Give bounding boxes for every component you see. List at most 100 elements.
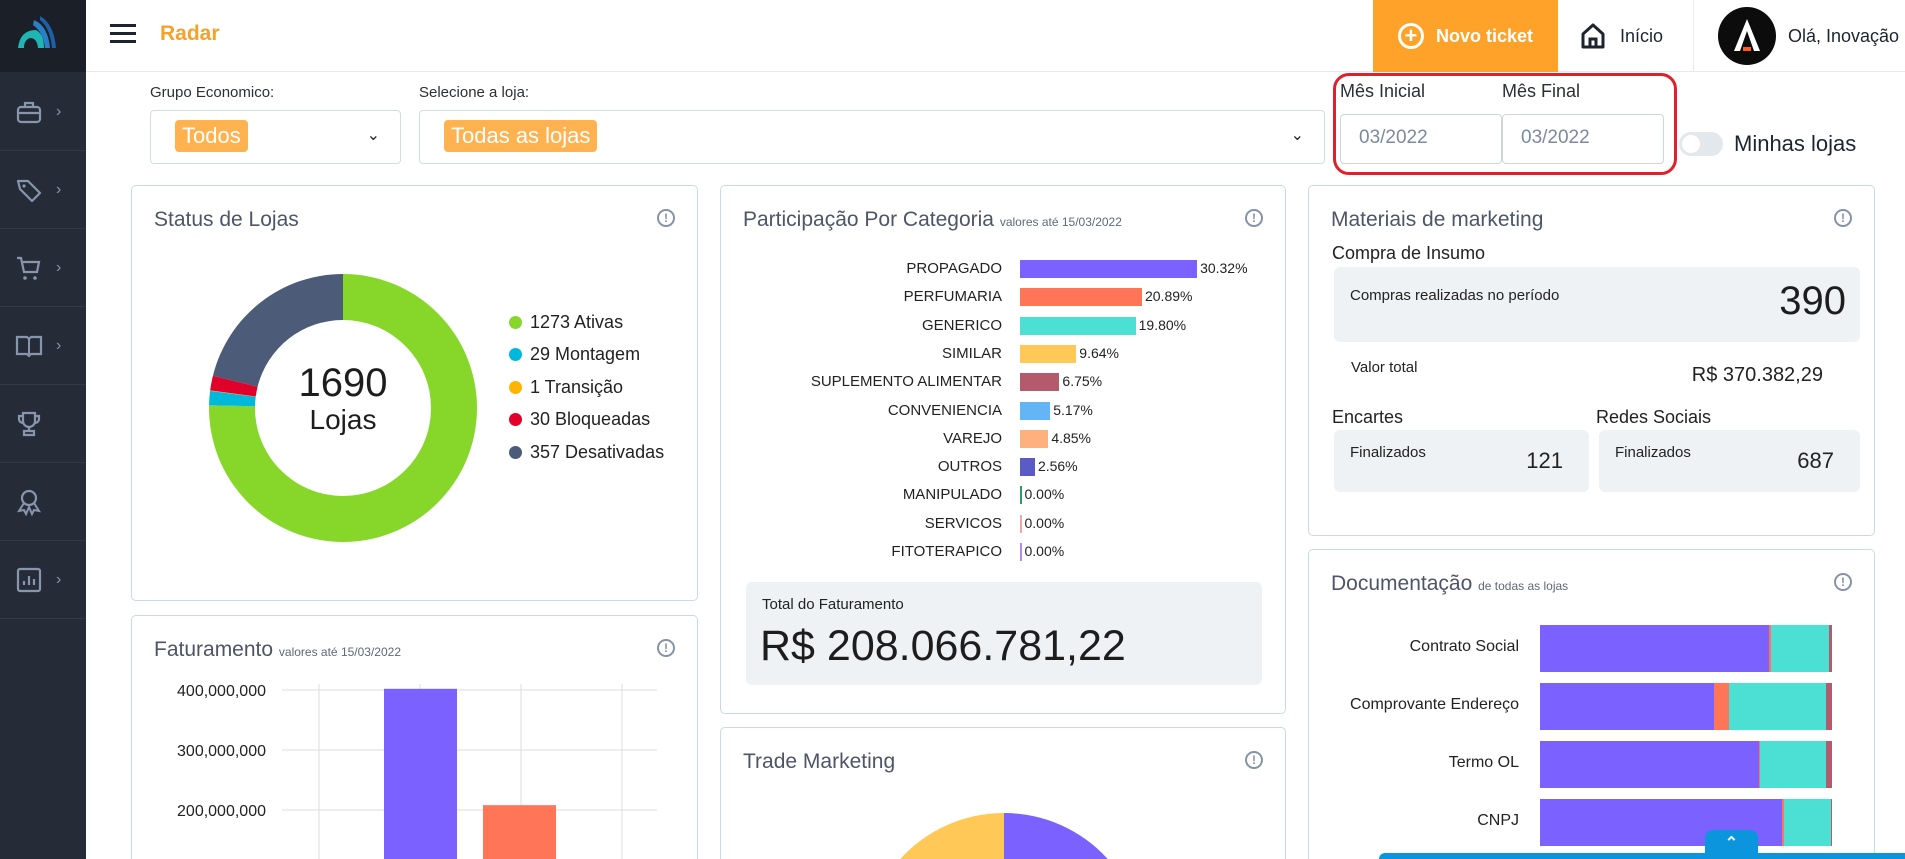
category-row: SUPLEMENTO ALIMENTAR 6.75%: [721, 371, 1285, 393]
info-icon[interactable]: !: [1245, 209, 1263, 227]
category-row: SERVICOS 0.00%: [721, 513, 1285, 535]
sidebar-item[interactable]: [0, 463, 86, 541]
compra-insumo-title: Compra de Insumo: [1332, 243, 1486, 263]
sidebar-item[interactable]: ›: [0, 151, 86, 229]
info-icon[interactable]: !: [1834, 573, 1852, 591]
category-label: SERVICOS: [924, 514, 1002, 532]
chevron-right-icon: ›: [56, 570, 62, 588]
card-title: Faturamento: [154, 638, 274, 661]
status-legend: 1273 Ativas 29 Montagem 1 Transição 30 Bloq…: [509, 306, 664, 469]
loja-select[interactable]: Todas as lojas ⌄: [419, 110, 1325, 164]
top-header: Radar + Novo ticket Início Olá, Inovação: [86, 0, 1905, 72]
cart-icon: [17, 256, 41, 280]
bar: [1020, 429, 1049, 448]
category-label: GENERICO: [921, 316, 1002, 334]
category-label: SIMILAR: [941, 344, 1002, 362]
new-ticket-button[interactable]: + Novo ticket: [1373, 0, 1558, 72]
bar-value-label: 0.00%: [1024, 486, 1065, 503]
sidebar-item[interactable]: ›: [0, 307, 86, 385]
legend-label: 30 Bloqueadas: [530, 409, 651, 430]
category-row: VAREJO 4.85%: [721, 428, 1285, 450]
minhas-lojas-toggle[interactable]: [1679, 132, 1723, 156]
compras-label: Compras realizadas no período: [1350, 287, 1560, 304]
total-faturamento-label: Total do Faturamento: [762, 596, 904, 613]
category-row: FITOTERAPICO 0.00%: [721, 541, 1285, 563]
mes-final-input[interactable]: 03/2022: [1502, 114, 1664, 164]
card-subtitle: valores até 15/03/2022: [999, 215, 1122, 229]
bar: [384, 688, 457, 859]
bar-segment: [1826, 741, 1832, 788]
chevron-right-icon: ›: [56, 258, 62, 276]
info-icon[interactable]: !: [657, 639, 675, 657]
category-label: Termo OL: [1448, 754, 1519, 771]
card-subtitle: valores até 15/03/2022: [278, 645, 401, 659]
bar-segment: [1783, 799, 1831, 846]
card-title: Status de Lojas: [154, 208, 299, 231]
bar-segment: [1825, 683, 1832, 730]
status-donut-chart: [209, 274, 478, 542]
bar-value-label: 0.00%: [1024, 543, 1065, 559]
card-title: Participação Por Categoria: [743, 208, 994, 231]
compras-box: Compras realizadas no período 390: [1334, 267, 1860, 342]
status-lojas-card: Status de Lojas ! 1690 Lojas 1273 Ativas…: [131, 185, 698, 601]
hamburger-menu-icon[interactable]: [110, 24, 136, 44]
redes-sociais-title: Redes Sociais: [1596, 407, 1712, 427]
status-total-label: Lojas: [309, 404, 377, 435]
bar-segment: [1540, 683, 1715, 730]
award-icon: [16, 489, 42, 516]
user-menu[interactable]: Olá, Inovação: [1718, 0, 1899, 72]
minhas-lojas-label: Minhas lojas: [1734, 131, 1857, 156]
category-label: MANIPULADO: [902, 486, 1002, 504]
grupo-label: Grupo Economico:: [150, 84, 275, 101]
bar-value-label: 19.80%: [1138, 316, 1187, 333]
bar-segment: [1728, 683, 1826, 730]
bar-value-label: 0.00%: [1024, 514, 1065, 531]
y-tick-label: 300,000,000: [177, 743, 266, 760]
donut-segment: [1004, 813, 1108, 859]
chevron-up-icon: ⌃: [1724, 835, 1739, 852]
sidebar-item[interactable]: ›: [0, 73, 86, 151]
bottom-bar: [1379, 853, 1905, 859]
legend-label: 357 Desativadas: [530, 441, 665, 462]
sidebar-item[interactable]: [0, 385, 86, 463]
bar-value-label: 6.75%: [1062, 373, 1103, 390]
home-link[interactable]: Início: [1580, 0, 1663, 72]
info-icon[interactable]: !: [1834, 209, 1852, 227]
bar-segment: [1770, 625, 1830, 672]
documentacao-card: Documentação de todas as lojas ! Contrat…: [1308, 549, 1875, 859]
y-tick-label: 200,000,000: [177, 803, 266, 820]
logo[interactable]: [0, 0, 86, 72]
y-tick-label: 400,000,000: [177, 683, 266, 700]
home-label: Início: [1620, 25, 1664, 46]
sidebar-item[interactable]: ›: [0, 229, 86, 307]
bar: [1020, 288, 1142, 307]
sidebar-item[interactable]: ›: [0, 541, 86, 619]
scroll-up-button[interactable]: ⌃: [1705, 830, 1758, 859]
info-icon[interactable]: !: [1245, 751, 1263, 769]
bar: [1020, 344, 1077, 363]
bar-value-label: 9.64%: [1079, 344, 1119, 361]
bar-segment: [1830, 799, 1832, 846]
info-icon[interactable]: !: [657, 209, 675, 227]
category-label: OUTROS: [937, 458, 1002, 476]
legend-label: 1273 Ativas: [530, 311, 624, 332]
bar-value-label: 20.89%: [1144, 288, 1193, 305]
radar-logo-icon: [18, 16, 56, 48]
mes-inicial-input[interactable]: 03/2022: [1340, 114, 1502, 164]
category-label: FITOTERAPICO: [891, 543, 1002, 560]
category-label: CONVENIENCIA: [887, 401, 1002, 419]
bar: [483, 805, 556, 859]
category-label: VAREJO: [943, 429, 1002, 447]
category-label: SUPLEMENTO ALIMENTAR: [810, 373, 1002, 391]
bar-value-label: 30.32%: [1200, 260, 1248, 276]
category-label: CNPJ: [1477, 812, 1519, 829]
grupo-select[interactable]: Todos ⌄: [150, 110, 401, 164]
app-title: Radar: [160, 22, 220, 45]
donut-segment: [210, 375, 258, 397]
legend-dot: [509, 315, 522, 329]
card-title: Materiais de marketing: [1331, 208, 1544, 231]
bar-segment: [1540, 625, 1770, 672]
chevron-right-icon: ›: [56, 180, 62, 198]
sidebar: › › › › ›: [0, 0, 86, 859]
bar-value-label: 4.85%: [1051, 429, 1092, 446]
